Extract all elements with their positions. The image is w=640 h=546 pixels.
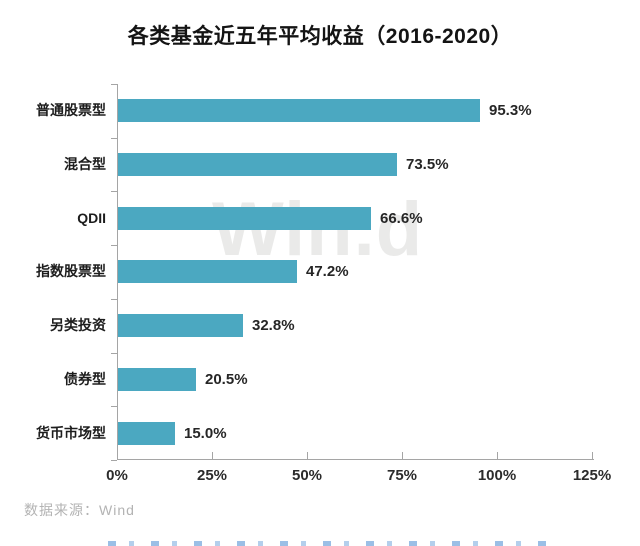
- bar: [118, 422, 175, 445]
- x-axis-tick: [117, 452, 118, 459]
- value-label: 20.5%: [205, 371, 248, 388]
- category-label: 货币市场型: [36, 425, 106, 441]
- x-axis-tick-label: 125%: [572, 467, 612, 484]
- y-axis-tick: [111, 245, 117, 246]
- y-axis-tick: [111, 84, 117, 85]
- chart-title: 各类基金近五年平均收益（2016-2020）: [127, 25, 513, 48]
- value-label: 95.3%: [489, 102, 532, 119]
- x-axis-tick: [497, 452, 498, 459]
- x-axis-tick: [307, 452, 308, 459]
- value-label: 73.5%: [406, 156, 449, 173]
- category-label: 另类投资: [50, 317, 106, 333]
- x-axis-tick-label: 100%: [477, 467, 517, 484]
- bar: [118, 260, 297, 283]
- x-axis-tick-label: 25%: [196, 467, 228, 484]
- x-axis-tick-label: 0%: [106, 467, 128, 484]
- value-label: 32.8%: [252, 317, 295, 334]
- bar: [118, 153, 397, 176]
- value-label: 15.0%: [184, 425, 227, 442]
- bar: [118, 99, 480, 122]
- y-axis-tick: [111, 406, 117, 407]
- y-axis-tick: [111, 299, 117, 300]
- x-axis-tick: [212, 452, 213, 459]
- bar: [118, 368, 196, 391]
- y-axis-tick: [111, 353, 117, 354]
- category-label: 混合型: [64, 156, 106, 172]
- clipped-blue-text-fragments: [108, 541, 548, 546]
- category-label: 普通股票型: [36, 102, 106, 118]
- x-axis-tick-label: 50%: [291, 467, 323, 484]
- source-note: 数据来源：Wind: [24, 502, 135, 518]
- category-label: 债券型: [64, 371, 106, 387]
- category-label: 指数股票型: [36, 263, 106, 279]
- value-label: 66.6%: [380, 210, 423, 227]
- x-axis-tick: [402, 452, 403, 459]
- x-axis-tick: [592, 452, 593, 459]
- y-axis-tick: [111, 138, 117, 139]
- x-axis-line: [117, 459, 594, 460]
- y-axis-tick: [111, 460, 117, 461]
- value-label: 47.2%: [306, 263, 349, 280]
- y-axis-line: [117, 84, 118, 460]
- category-label: QDII: [77, 210, 106, 226]
- bar: [118, 314, 243, 337]
- bar: [118, 207, 371, 230]
- y-axis-tick: [111, 191, 117, 192]
- x-axis-tick-label: 75%: [386, 467, 418, 484]
